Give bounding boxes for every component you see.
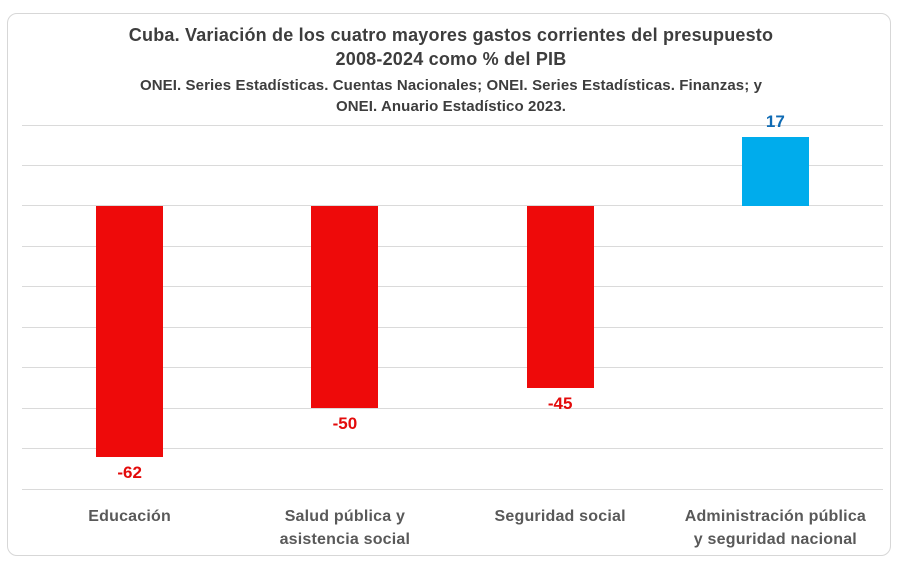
category-label-line: asistencia social bbox=[279, 531, 411, 548]
category-label-line: Seguridad social bbox=[494, 508, 626, 525]
chart-subtitle-line-2: ONEI. Anuario Estadístico 2023. bbox=[335, 98, 567, 115]
bar-administracion-publica-y-seguridad-nacional bbox=[741, 137, 809, 206]
category-label-seguridad-social: Seguridad social bbox=[452, 505, 668, 528]
category-label-salud-publica-y-asistencia-social: Salud pública y asistencia social bbox=[237, 505, 453, 551]
category-axis: Educación Salud pública y asistencia socia… bbox=[22, 505, 883, 555]
chart-subtitle: ONEI. Series Estadísticas. Cuentas Nacio… bbox=[0, 75, 902, 117]
category-label-educacion: Educación bbox=[22, 505, 238, 528]
gridline bbox=[22, 407, 883, 409]
gridline bbox=[22, 205, 883, 207]
bar-educacion bbox=[96, 205, 164, 457]
gridline bbox=[22, 326, 883, 328]
bar-value-label: 17 bbox=[765, 112, 785, 132]
gridline bbox=[22, 367, 883, 369]
gridline bbox=[22, 245, 883, 247]
category-label-line: Educación bbox=[88, 508, 171, 525]
category-label-line: Salud pública y bbox=[284, 508, 406, 525]
category-label-line: y seguridad nacional bbox=[693, 531, 857, 548]
bar-value-label: -62 bbox=[117, 462, 142, 482]
bar-seguridad-social bbox=[526, 205, 594, 388]
bar-value-label: -50 bbox=[332, 414, 358, 434]
category-label-administracion-publica-y-seguridad-nacional: Administración pública y seguridad nacion… bbox=[667, 505, 883, 551]
chart-title-line-2: 2008-2024 como % del PIB bbox=[335, 49, 567, 69]
chart-subtitle-line-1: ONEI. Series Estadísticas. Cuentas Nacio… bbox=[139, 77, 763, 94]
gridline bbox=[22, 286, 883, 288]
chart-title: Cuba. Variación de los cuatro mayores ga… bbox=[0, 23, 902, 71]
chart-header: Cuba. Variación de los cuatro mayores ga… bbox=[0, 23, 902, 117]
gridline bbox=[22, 164, 883, 166]
bar-value-label: -45 bbox=[547, 393, 573, 413]
gridline bbox=[22, 124, 883, 126]
gridline bbox=[22, 448, 883, 450]
chart-title-line-1: Cuba. Variación de los cuatro mayores ga… bbox=[128, 25, 774, 45]
gridline bbox=[22, 488, 883, 490]
bar-salud-publica-y-asistencia-social bbox=[311, 205, 379, 409]
category-label-line: Administración pública bbox=[684, 508, 867, 525]
plot-area: -62 -50 -45 17 bbox=[22, 112, 883, 490]
